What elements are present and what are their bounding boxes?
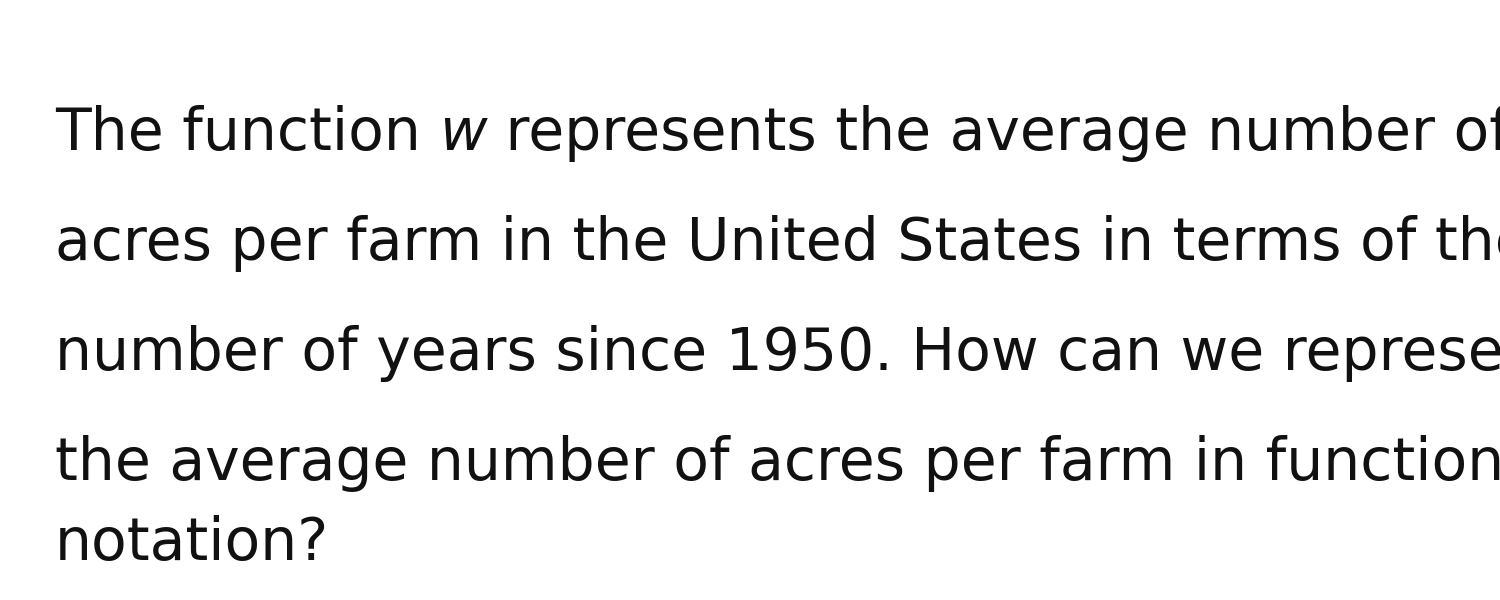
Text: number of years since 1950. How can we represent: number of years since 1950. How can we r… (56, 325, 1500, 382)
Text: represents the average number of: represents the average number of (488, 105, 1500, 162)
Text: notation?: notation? (56, 515, 330, 572)
Text: acres per farm in the United States in terms of the: acres per farm in the United States in t… (56, 215, 1500, 272)
Text: The function: The function (56, 105, 440, 162)
Text: w: w (440, 105, 488, 162)
Text: the average number of acres per farm in function: the average number of acres per farm in … (56, 435, 1500, 492)
